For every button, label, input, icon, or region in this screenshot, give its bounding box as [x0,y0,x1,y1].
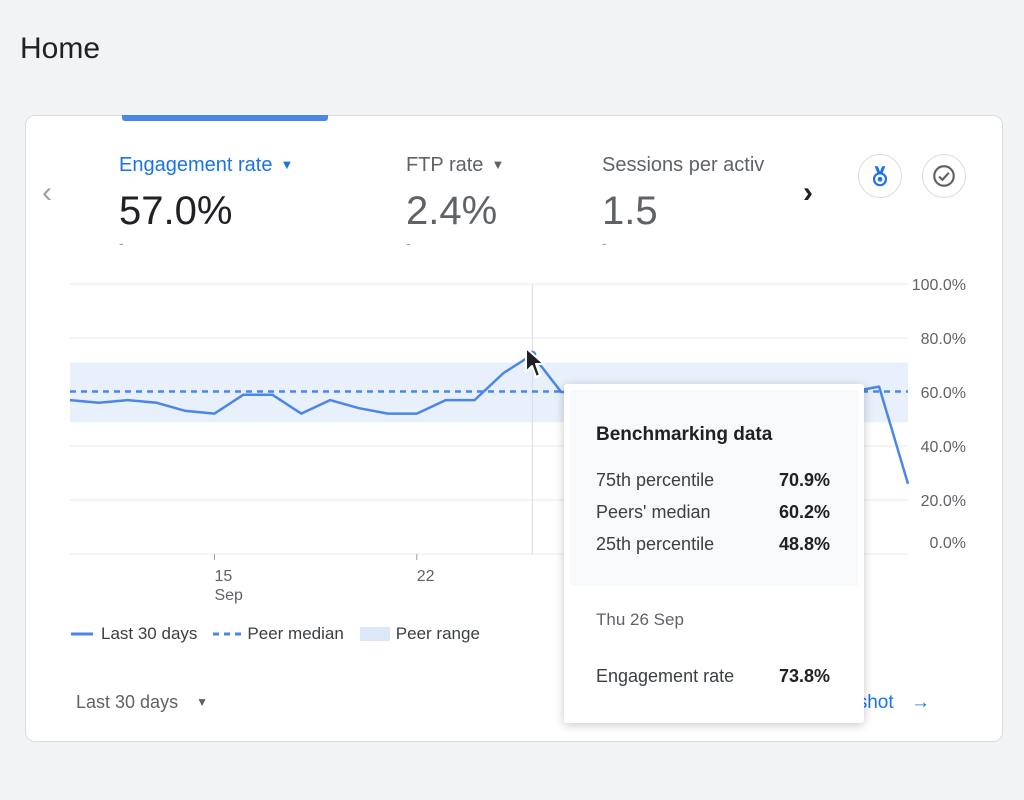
chart-legend: Last 30 days Peer median Peer range [71,624,496,644]
metric-label: Engagement rate [119,154,273,176]
tooltip-row: 25th percentile 48.8% [596,534,830,555]
metric-value: 2.4% [406,189,498,233]
arrow-right-icon: → [910,692,930,713]
y-tick-label: 100.0% [912,277,966,294]
x-tick-label: 15 [214,568,232,585]
legend-label: Last 30 days [101,624,198,643]
tooltip-row-value: 48.8% [778,534,830,554]
tooltip-row-label: 25th percentile [596,534,715,554]
metric-value: 1.5 [602,189,658,233]
tooltip-benchmark-section [570,390,858,586]
benchmarking-tooltip: Benchmarking data 75th percentile 70.9% … [564,384,864,723]
legend-label: Peer range [395,624,480,643]
mouse-pointer-icon [525,347,545,378]
dashed-line-swatch [213,632,242,636]
page-title: Home [20,32,101,65]
date-range-selector[interactable]: Last 30 days ▼ [76,692,208,713]
metric-engagement-rate[interactable]: Engagement rate ▼ 57.0% - [119,154,293,250]
tooltip-metric-value: 73.8% [778,666,830,686]
y-tick-label: 0.0% [930,535,966,552]
legend-item-peer-median: Peer median [213,624,344,644]
legend-label: Peer median [247,624,344,643]
tooltip-row-label: 75th percentile [596,470,715,490]
tooltip-row-label: Peers' median [596,502,711,522]
tooltip-title: Benchmarking data [596,424,773,445]
caret-down-icon: ▼ [491,157,505,172]
y-tick-label: 60.0% [921,385,966,402]
chevron-right-icon[interactable]: › [803,176,813,209]
solid-line-swatch [71,632,93,636]
metric-comparison: - [119,235,124,251]
metric-label: Sessions per activ [602,154,765,176]
y-tick-label: 20.0% [921,493,966,510]
tooltip-metric-row: Engagement rate 73.8% [596,666,830,687]
caret-down-icon: ▼ [280,157,294,172]
tooltip-row: Peers' median 60.2% [596,502,830,523]
tooltip-metric-label: Engagement rate [596,666,735,686]
caret-down-icon: ▼ [196,695,208,709]
x-tick-label: 22 [417,568,435,585]
range-swatch [359,627,390,641]
metric-sessions-per-active-user[interactable]: Sessions per activ 1.5 - [602,154,787,250]
metric-label: FTP rate [406,154,484,176]
y-tick-label: 80.0% [921,331,966,348]
metric-comparison: - [602,235,607,250]
legend-item-last-30-days: Last 30 days [71,624,197,644]
medal-icon[interactable] [858,154,902,198]
tooltip-row: 75th percentile 70.9% [596,470,830,491]
chevron-left-icon[interactable]: ‹ [42,176,52,209]
legend-item-peer-range: Peer range [359,624,480,644]
metric-value: 57.0% [119,189,233,233]
tooltip-row-value: 60.2% [778,502,830,522]
date-range-label: Last 30 days [76,692,179,712]
metric-ftp-rate[interactable]: FTP rate ▼ 2.4% - [406,154,504,250]
check-circle-icon[interactable] [922,154,966,198]
active-tab-indicator [122,115,328,121]
x-tick-sublabel: Sep [214,587,243,604]
tooltip-date: Thu 26 Sep [596,610,684,629]
tooltip-row-value: 70.9% [778,470,830,490]
metric-comparison: - [406,235,411,251]
y-tick-label: 40.0% [921,439,966,456]
